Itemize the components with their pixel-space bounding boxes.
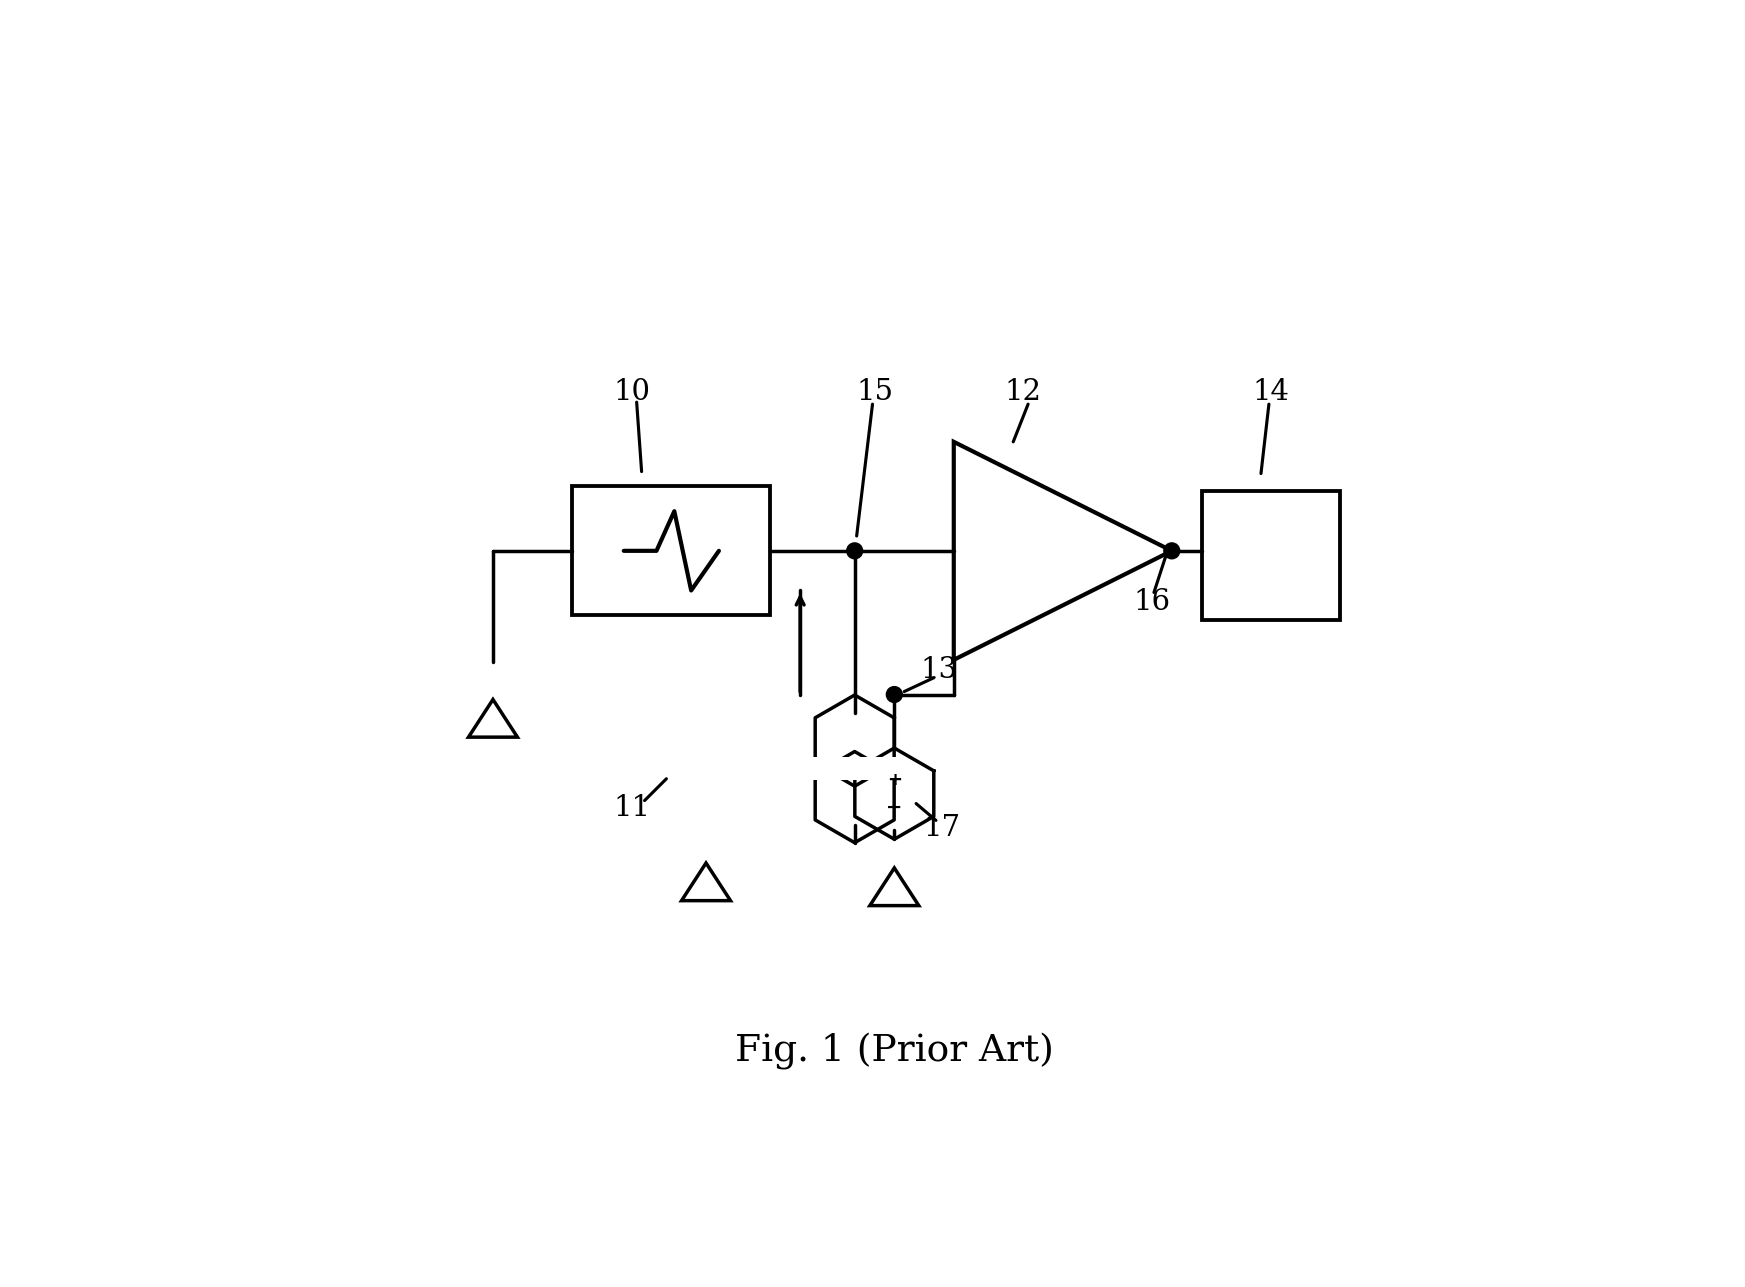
Text: 11: 11 — [612, 794, 651, 822]
Text: 14: 14 — [1253, 378, 1290, 407]
Bar — [572, 486, 771, 615]
Circle shape — [846, 543, 862, 559]
Text: 10: 10 — [612, 378, 651, 407]
Text: Fig. 1 (Prior Art): Fig. 1 (Prior Art) — [735, 1032, 1054, 1069]
Bar — [810, 758, 900, 780]
Text: 12: 12 — [1005, 378, 1042, 407]
Bar — [1202, 492, 1340, 620]
Text: −: − — [886, 798, 902, 817]
Text: 13: 13 — [920, 656, 958, 683]
Circle shape — [886, 686, 902, 703]
Text: 17: 17 — [923, 815, 960, 842]
Circle shape — [1164, 543, 1180, 559]
Text: 16: 16 — [1134, 588, 1171, 616]
Text: +: + — [886, 771, 902, 789]
Text: 15: 15 — [857, 378, 893, 407]
